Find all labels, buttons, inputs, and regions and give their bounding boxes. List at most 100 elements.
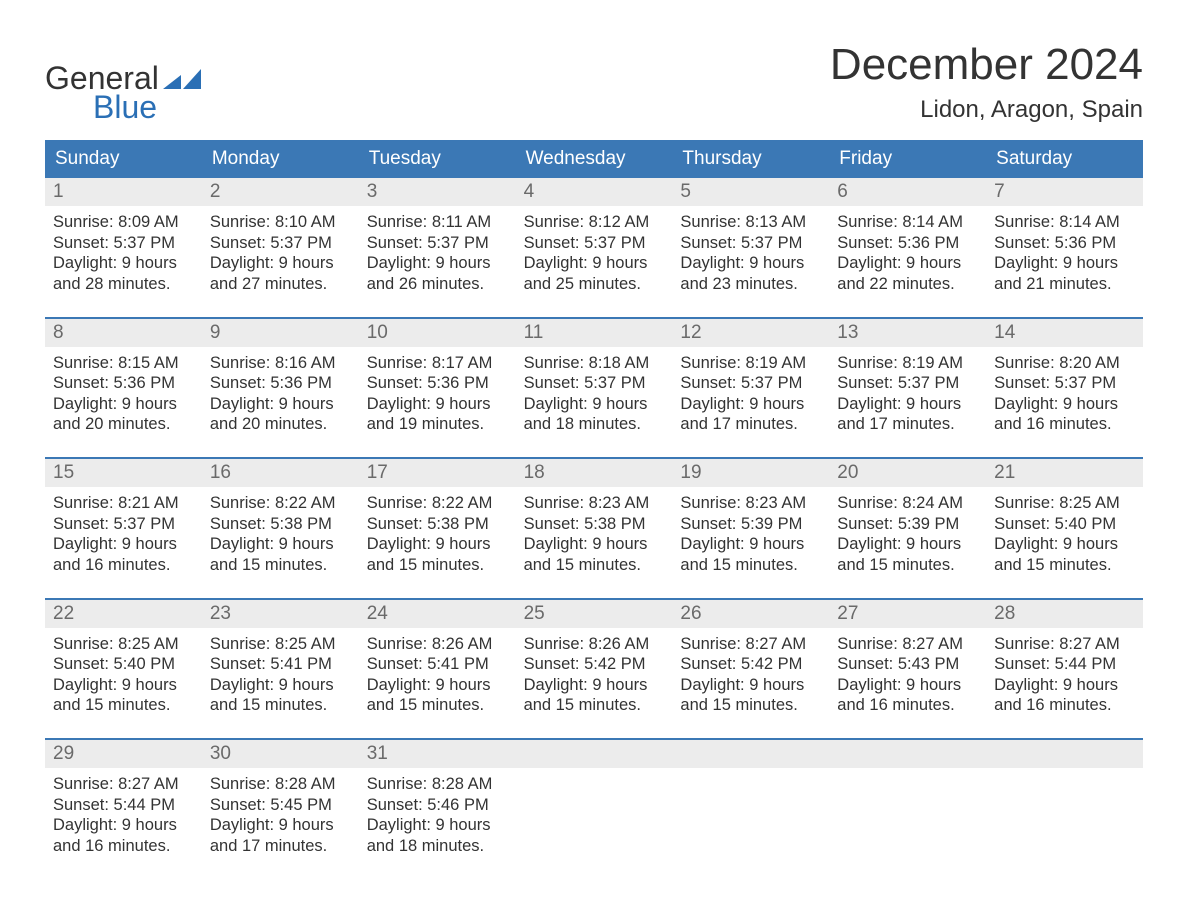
week-row: 1Sunrise: 8:09 AMSunset: 5:37 PMDaylight… [45,178,1143,299]
sunrise-line: Sunrise: 8:23 AM [680,493,821,514]
day-cell: 24Sunrise: 8:26 AMSunset: 5:41 PMDayligh… [359,600,516,721]
day-number: 15 [45,459,202,487]
day-body: Sunrise: 8:17 AMSunset: 5:36 PMDaylight:… [359,347,516,440]
daylight-line: Daylight: 9 hours and 15 minutes. [210,534,351,575]
sunrise-line: Sunrise: 8:25 AM [994,493,1135,514]
day-cell: 3Sunrise: 8:11 AMSunset: 5:37 PMDaylight… [359,178,516,299]
sunrise-line: Sunrise: 8:25 AM [210,634,351,655]
day-number: 3 [359,178,516,206]
sunrise-line: Sunrise: 8:21 AM [53,493,194,514]
daylight-line: Daylight: 9 hours and 17 minutes. [837,394,978,435]
day-number: 4 [516,178,673,206]
day-body: Sunrise: 8:26 AMSunset: 5:41 PMDaylight:… [359,628,516,721]
day-cell: 20Sunrise: 8:24 AMSunset: 5:39 PMDayligh… [829,459,986,580]
daylight-line: Daylight: 9 hours and 18 minutes. [524,394,665,435]
day-body: Sunrise: 8:13 AMSunset: 5:37 PMDaylight:… [672,206,829,299]
day-number-empty [516,740,673,768]
sunset-line: Sunset: 5:36 PM [53,373,194,394]
day-number: 27 [829,600,986,628]
day-number: 9 [202,319,359,347]
day-body: Sunrise: 8:24 AMSunset: 5:39 PMDaylight:… [829,487,986,580]
day-body: Sunrise: 8:18 AMSunset: 5:37 PMDaylight:… [516,347,673,440]
daylight-line: Daylight: 9 hours and 15 minutes. [53,675,194,716]
sunrise-line: Sunrise: 8:12 AM [524,212,665,233]
sunrise-line: Sunrise: 8:25 AM [53,634,194,655]
day-body: Sunrise: 8:23 AMSunset: 5:38 PMDaylight:… [516,487,673,580]
day-body: Sunrise: 8:14 AMSunset: 5:36 PMDaylight:… [829,206,986,299]
sunrise-line: Sunrise: 8:23 AM [524,493,665,514]
sunset-line: Sunset: 5:37 PM [837,373,978,394]
day-cell: 4Sunrise: 8:12 AMSunset: 5:37 PMDaylight… [516,178,673,299]
dow-monday: Monday [202,140,359,178]
sunset-line: Sunset: 5:36 PM [210,373,351,394]
day-cell: 9Sunrise: 8:16 AMSunset: 5:36 PMDaylight… [202,319,359,440]
sunset-line: Sunset: 5:42 PM [524,654,665,675]
day-number: 31 [359,740,516,768]
dow-tuesday: Tuesday [359,140,516,178]
logo-word2: Blue [93,89,157,126]
day-body: Sunrise: 8:10 AMSunset: 5:37 PMDaylight:… [202,206,359,299]
sunset-line: Sunset: 5:39 PM [837,514,978,535]
sunrise-line: Sunrise: 8:09 AM [53,212,194,233]
day-cell: 13Sunrise: 8:19 AMSunset: 5:37 PMDayligh… [829,319,986,440]
dow-saturday: Saturday [986,140,1143,178]
sunset-line: Sunset: 5:41 PM [367,654,508,675]
day-body: Sunrise: 8:19 AMSunset: 5:37 PMDaylight:… [672,347,829,440]
daylight-line: Daylight: 9 hours and 23 minutes. [680,253,821,294]
sunset-line: Sunset: 5:37 PM [524,233,665,254]
sunrise-line: Sunrise: 8:22 AM [367,493,508,514]
day-number: 22 [45,600,202,628]
sunrise-line: Sunrise: 8:19 AM [837,353,978,374]
dow-header: Sunday Monday Tuesday Wednesday Thursday… [45,140,1143,178]
daylight-line: Daylight: 9 hours and 18 minutes. [367,815,508,856]
day-cell: 8Sunrise: 8:15 AMSunset: 5:36 PMDaylight… [45,319,202,440]
location-label: Lidon, Aragon, Spain [830,96,1143,124]
sunrise-line: Sunrise: 8:15 AM [53,353,194,374]
sunrise-line: Sunrise: 8:27 AM [994,634,1135,655]
day-number: 18 [516,459,673,487]
day-number: 2 [202,178,359,206]
day-cell: 23Sunrise: 8:25 AMSunset: 5:41 PMDayligh… [202,600,359,721]
sunset-line: Sunset: 5:45 PM [210,795,351,816]
day-cell: 22Sunrise: 8:25 AMSunset: 5:40 PMDayligh… [45,600,202,721]
sunset-line: Sunset: 5:42 PM [680,654,821,675]
day-number: 30 [202,740,359,768]
day-number-empty [829,740,986,768]
day-number: 21 [986,459,1143,487]
daylight-line: Daylight: 9 hours and 15 minutes. [524,675,665,716]
day-cell: 18Sunrise: 8:23 AMSunset: 5:38 PMDayligh… [516,459,673,580]
day-cell: 29Sunrise: 8:27 AMSunset: 5:44 PMDayligh… [45,740,202,861]
daylight-line: Daylight: 9 hours and 16 minutes. [994,394,1135,435]
daylight-line: Daylight: 9 hours and 27 minutes. [210,253,351,294]
day-body: Sunrise: 8:11 AMSunset: 5:37 PMDaylight:… [359,206,516,299]
daylight-line: Daylight: 9 hours and 16 minutes. [53,534,194,575]
day-body: Sunrise: 8:20 AMSunset: 5:37 PMDaylight:… [986,347,1143,440]
day-body: Sunrise: 8:28 AMSunset: 5:46 PMDaylight:… [359,768,516,861]
daylight-line: Daylight: 9 hours and 28 minutes. [53,253,194,294]
day-number: 17 [359,459,516,487]
sunset-line: Sunset: 5:38 PM [210,514,351,535]
day-cell: 19Sunrise: 8:23 AMSunset: 5:39 PMDayligh… [672,459,829,580]
sunrise-line: Sunrise: 8:27 AM [53,774,194,795]
day-number: 14 [986,319,1143,347]
sunrise-line: Sunrise: 8:27 AM [680,634,821,655]
day-body: Sunrise: 8:15 AMSunset: 5:36 PMDaylight:… [45,347,202,440]
sunset-line: Sunset: 5:37 PM [367,233,508,254]
daylight-line: Daylight: 9 hours and 17 minutes. [210,815,351,856]
sunset-line: Sunset: 5:38 PM [367,514,508,535]
day-cell: 25Sunrise: 8:26 AMSunset: 5:42 PMDayligh… [516,600,673,721]
day-body: Sunrise: 8:09 AMSunset: 5:37 PMDaylight:… [45,206,202,299]
day-body: Sunrise: 8:14 AMSunset: 5:36 PMDaylight:… [986,206,1143,299]
day-cell: 6Sunrise: 8:14 AMSunset: 5:36 PMDaylight… [829,178,986,299]
sunset-line: Sunset: 5:37 PM [524,373,665,394]
sunrise-line: Sunrise: 8:28 AM [210,774,351,795]
day-body: Sunrise: 8:12 AMSunset: 5:37 PMDaylight:… [516,206,673,299]
day-cell: 11Sunrise: 8:18 AMSunset: 5:37 PMDayligh… [516,319,673,440]
week-row: 15Sunrise: 8:21 AMSunset: 5:37 PMDayligh… [45,457,1143,580]
daylight-line: Daylight: 9 hours and 25 minutes. [524,253,665,294]
title-block: December 2024 Lidon, Aragon, Spain [830,40,1143,124]
sunrise-line: Sunrise: 8:22 AM [210,493,351,514]
sunrise-line: Sunrise: 8:18 AM [524,353,665,374]
daylight-line: Daylight: 9 hours and 22 minutes. [837,253,978,294]
sunset-line: Sunset: 5:43 PM [837,654,978,675]
